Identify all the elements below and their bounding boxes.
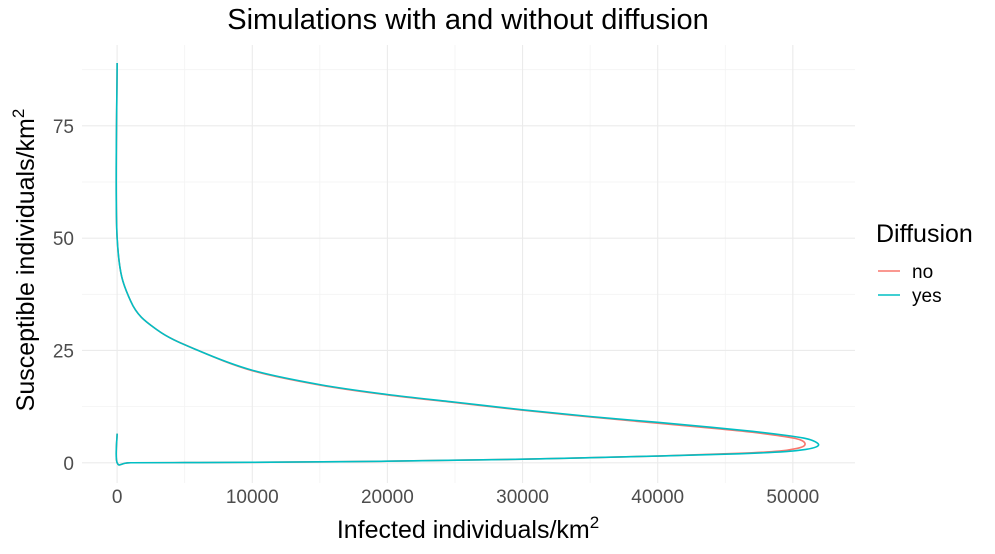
legend-items: no yes (878, 262, 942, 307)
y-tick-label: 75 (53, 117, 74, 138)
grid-minor (82, 45, 855, 483)
x-tick-label: 40000 (631, 487, 684, 508)
x-tick-label: 20000 (361, 487, 414, 508)
y-axis-title-superscript: 2 (9, 109, 28, 118)
y-tick-label: 25 (53, 341, 74, 362)
legend-label-no: no (912, 262, 933, 283)
x-axis-title: Infected individuals/km2 (337, 513, 599, 544)
chart-title: Simulations with and without diffusion (227, 4, 708, 36)
x-axis-title-text: Infected individuals/km (337, 516, 590, 544)
legend-title: Diffusion (876, 220, 973, 248)
x-tick-labels: 0 10000 20000 30000 40000 50000 (112, 487, 819, 508)
x-tick-label: 30000 (496, 487, 549, 508)
x-tick-label: 10000 (226, 487, 279, 508)
x-tick-label: 0 (112, 487, 123, 508)
legend-label-yes: yes (912, 286, 942, 307)
x-axis-title-superscript: 2 (590, 513, 599, 532)
series-layer (115, 62, 820, 466)
series-line-yes (115, 62, 820, 466)
y-tick-label: 50 (53, 229, 74, 250)
y-axis-title-text: Susceptible individuals/km (12, 118, 40, 411)
y-axis-title: Susceptible individuals/km2 (9, 109, 40, 412)
x-tick-label: 50000 (766, 487, 819, 508)
legend: Diffusion no yes (876, 220, 973, 307)
y-tick-labels: 0 25 50 75 (53, 117, 74, 475)
y-tick-label: 0 (63, 454, 74, 475)
